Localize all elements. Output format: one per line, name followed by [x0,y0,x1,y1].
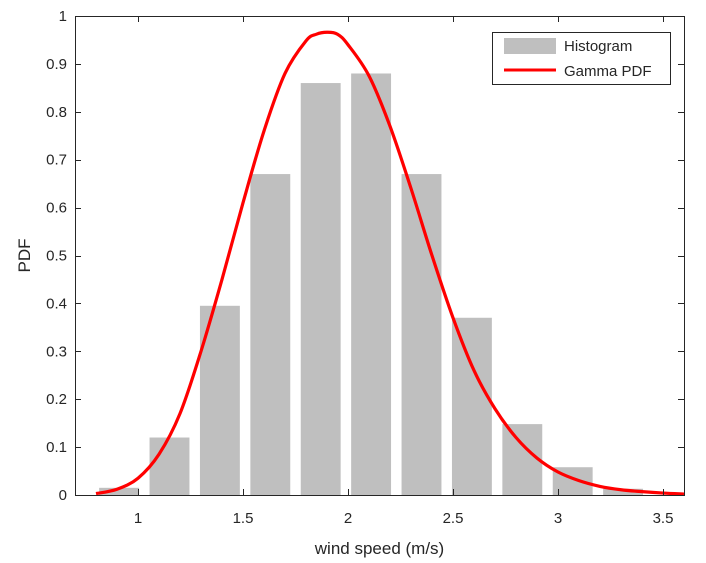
histogram-bar [149,437,190,495]
histogram-bar [250,174,291,495]
histogram-bar [502,424,543,495]
y-tick-label: 0.6 [46,200,67,217]
y-tick-label: 0.1 [46,439,67,456]
x-tick-label: 1 [134,510,142,527]
x-tick-label: 2.5 [443,510,464,527]
histogram-bar [451,317,492,495]
histogram-bar [351,73,392,495]
legend-histogram-label: Histogram [564,38,632,55]
histogram-bar [603,488,644,495]
y-tick-label: 0.2 [46,391,67,408]
histogram-bar [300,83,341,495]
y-axis-label: PDF [15,239,34,273]
x-tick-label: 3.5 [653,510,674,527]
y-tick-label: 1 [59,8,67,25]
histogram-bars [99,73,644,495]
histogram-bar [401,174,442,495]
y-tick-label: 0.7 [46,152,67,169]
y-tick-label: 0.5 [46,248,67,265]
y-tick-label: 0.3 [46,343,67,360]
x-tick-label: 2 [344,510,352,527]
y-axis-ticks: 0 0.1 0.2 0.3 0.4 0.5 0.6 0.7 0.8 0.9 1 [46,8,684,504]
y-tick-label: 0.8 [46,104,67,121]
legend: Histogram Gamma PDF [492,32,671,85]
legend-histogram-swatch [504,38,556,54]
gamma-pdf-line [95,30,685,496]
legend-gamma-pdf-label: Gamma PDF [564,63,652,80]
histogram-bar [99,487,140,495]
x-axis-label: wind speed (m/s) [314,539,444,558]
x-tick-label: 1.5 [233,510,254,527]
y-tick-label: 0.9 [46,56,67,73]
y-tick-label: 0.4 [46,295,67,312]
x-tick-label: 3 [554,510,562,527]
x-axis-ticks: 1 1.5 2 2.5 3 3.5 [134,16,674,527]
y-tick-label: 0 [59,487,67,504]
